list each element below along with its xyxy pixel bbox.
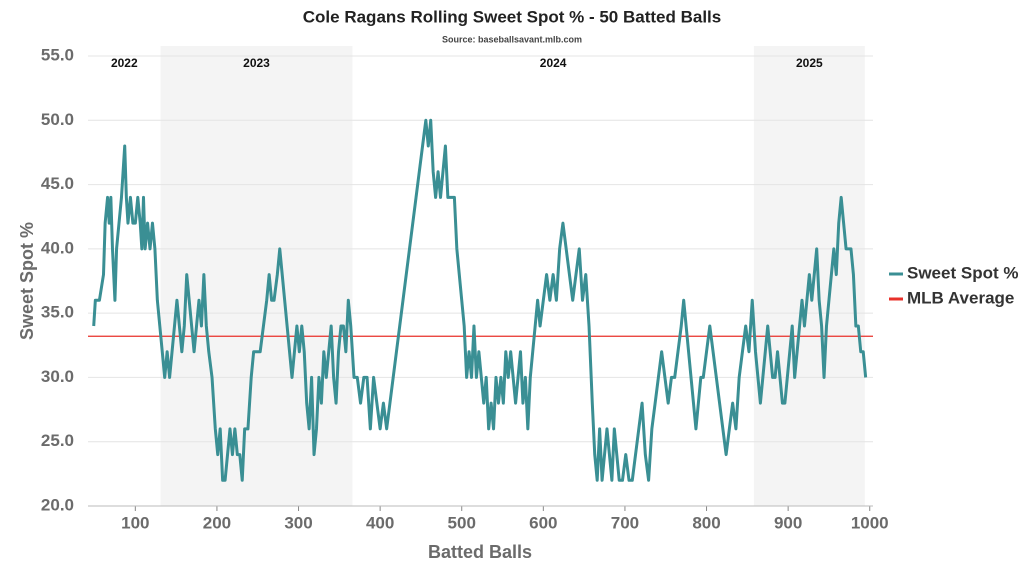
y-tick-label: 30.0 [41, 367, 74, 386]
period-label: 2022 [111, 56, 138, 70]
x-tick-label: 300 [284, 513, 312, 532]
x-axis-label: Batted Balls [428, 542, 532, 562]
x-tick-label: 700 [611, 513, 639, 532]
y-tick-label: 25.0 [41, 431, 74, 450]
chart-title: Cole Ragans Rolling Sweet Spot % - 50 Ba… [303, 7, 721, 26]
y-tick-label: 40.0 [41, 238, 74, 257]
chart-subtitle: Source: baseballsavant.mlb.com [442, 34, 582, 44]
x-tick-label: 500 [448, 513, 476, 532]
y-axis-label: Sweet Spot % [17, 222, 37, 340]
period-label: 2025 [796, 56, 823, 70]
y-tick-label: 45.0 [41, 174, 74, 193]
series-line [92, 118, 868, 482]
legend-label: MLB Average [907, 288, 1014, 307]
y-tick-label: 35.0 [41, 303, 74, 322]
legend-label: Sweet Spot % [907, 263, 1018, 282]
period-band [160, 46, 353, 506]
y-tick-label: 20.0 [41, 495, 74, 514]
period-label: 2024 [540, 56, 567, 70]
y-tick-label: 55.0 [41, 45, 74, 64]
x-tick-label: 900 [774, 513, 802, 532]
x-tick-label: 600 [529, 513, 557, 532]
x-tick-label: 800 [692, 513, 720, 532]
period-label: 2023 [243, 56, 270, 70]
y-tick-label: 50.0 [41, 110, 74, 129]
x-tick-label: 200 [203, 513, 231, 532]
x-tick-label: 1000 [851, 513, 889, 532]
x-tick-label: 100 [121, 513, 149, 532]
x-tick-label: 400 [366, 513, 394, 532]
